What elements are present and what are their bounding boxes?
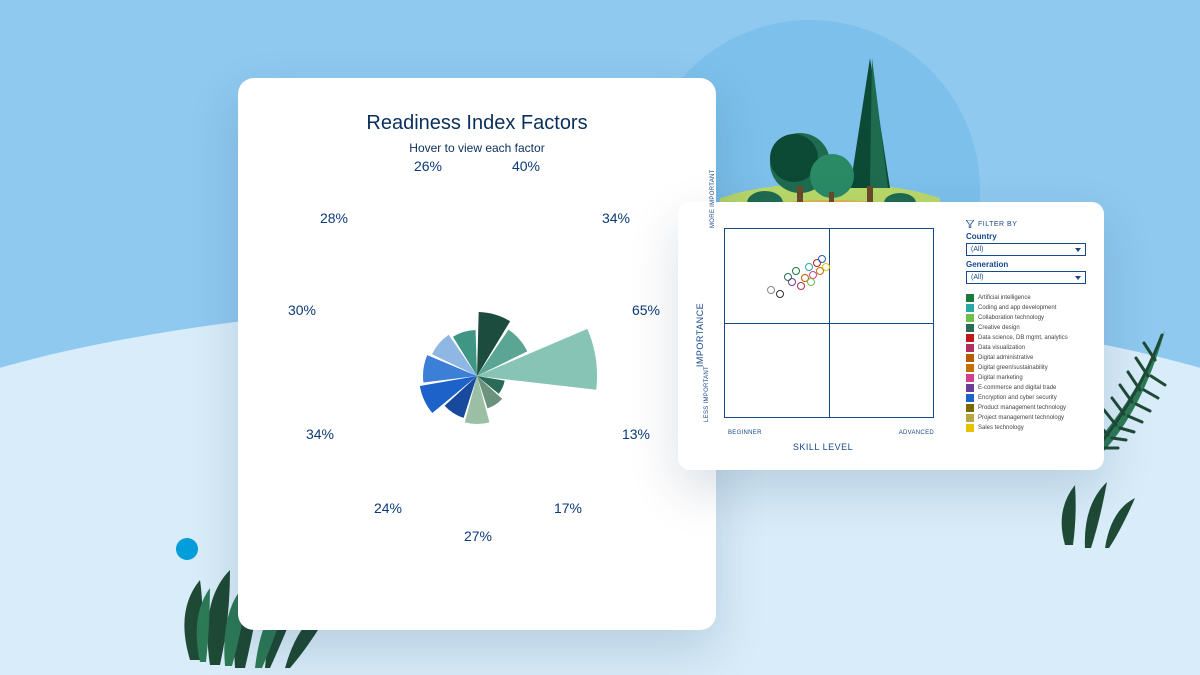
legend-swatch	[966, 414, 974, 422]
quadrant-chart[interactable]: IMPORTANCE MORE IMPORTANT LESS IMPORTANT…	[698, 220, 948, 450]
legend-swatch	[966, 334, 974, 342]
legend-label: Collaboration technology	[978, 315, 1044, 321]
country-label: Country	[966, 232, 1086, 241]
filter-header: FILTER BY	[966, 220, 1086, 228]
filter-icon	[966, 220, 974, 228]
legend-label: Creative design	[978, 325, 1020, 331]
pct-label: 34%	[602, 210, 630, 226]
y-axis-label: IMPORTANCE	[695, 303, 705, 367]
country-select[interactable]: (All)	[966, 243, 1086, 256]
scatter-point[interactable]	[805, 263, 813, 271]
legend-item[interactable]: Collaboration technology	[966, 314, 1086, 322]
filters-panel: FILTER BY Country (All) Generation (All)…	[966, 220, 1086, 434]
readiness-card: Readiness Index Factors Hover to view ea…	[238, 78, 716, 630]
legend-item[interactable]: Digital administrative	[966, 354, 1086, 362]
legend-swatch	[966, 344, 974, 352]
legend-item[interactable]: Encryption and cyber security	[966, 394, 1086, 402]
plant-bottom-right	[1045, 470, 1145, 550]
pct-label: 26%	[414, 158, 442, 174]
legend-swatch	[966, 404, 974, 412]
legend-item[interactable]: Digital marketing	[966, 374, 1086, 382]
legend-swatch	[966, 394, 974, 402]
legend-item[interactable]: Creative design	[966, 324, 1086, 332]
legend-item[interactable]: Data science, DB mgmt, analytics	[966, 334, 1086, 342]
scatter-point[interactable]	[797, 282, 805, 290]
legend-label: Digital administrative	[978, 355, 1033, 361]
legend-label: Data visualization	[978, 345, 1025, 351]
legend-item[interactable]: Coding and app development	[966, 304, 1086, 312]
rose-chart[interactable]	[327, 226, 627, 526]
legend-item[interactable]: Artificial intelligence	[966, 294, 1086, 302]
scatter-point[interactable]	[792, 267, 800, 275]
legend-swatch	[966, 424, 974, 432]
legend-item[interactable]: Product management technology	[966, 404, 1086, 412]
pct-label: 65%	[632, 302, 660, 318]
quadrant-box	[724, 228, 934, 418]
legend-label: Digital marketing	[978, 375, 1023, 381]
legend-item[interactable]: Data visualization	[966, 344, 1086, 352]
legend-item[interactable]: Project management technology	[966, 414, 1086, 422]
stage: Readiness Index Factors Hover to view ea…	[0, 0, 1200, 675]
legend-label: Product management technology	[978, 405, 1066, 411]
legend-label: Project management technology	[978, 415, 1064, 421]
x-axis-label: SKILL LEVEL	[793, 442, 853, 452]
legend-swatch	[966, 354, 974, 362]
pct-label: 28%	[320, 210, 348, 226]
chart-title: Readiness Index Factors	[238, 112, 716, 135]
generation-select[interactable]: (All)	[966, 271, 1086, 284]
legend-swatch	[966, 304, 974, 312]
legend-label: Digital green/sustainability	[978, 365, 1048, 371]
legend-label: Encryption and cyber security	[978, 395, 1057, 401]
legend-item[interactable]: Sales technology	[966, 424, 1086, 432]
legend-label: Sales technology	[978, 425, 1024, 431]
scatter-point[interactable]	[816, 267, 824, 275]
pct-label: 24%	[374, 500, 402, 516]
legend-item[interactable]: Digital green/sustainability	[966, 364, 1086, 372]
quadrant-card: IMPORTANCE MORE IMPORTANT LESS IMPORTANT…	[678, 202, 1104, 470]
pct-label: 40%	[512, 158, 540, 174]
chevron-down-icon	[1075, 276, 1081, 280]
scatter-point[interactable]	[767, 286, 775, 294]
legend-swatch	[966, 384, 974, 392]
legend-swatch	[966, 374, 974, 382]
chart-subtitle: Hover to view each factor	[238, 141, 716, 155]
pct-label: 30%	[288, 302, 316, 318]
chevron-down-icon	[1075, 248, 1081, 252]
pct-label: 17%	[554, 500, 582, 516]
scatter-point[interactable]	[784, 273, 792, 281]
y-axis-top: MORE IMPORTANT	[710, 169, 716, 228]
scatter-point[interactable]	[776, 290, 784, 298]
x-axis-left: BEGINNER	[728, 430, 762, 436]
pct-label: 27%	[464, 528, 492, 544]
legend-label: E-commerce and digital trade	[978, 385, 1056, 391]
y-axis-bottom: LESS IMPORTANT	[704, 366, 710, 422]
x-axis-right: ADVANCED	[899, 430, 934, 436]
legend-swatch	[966, 294, 974, 302]
legend-label: Artificial intelligence	[978, 295, 1031, 301]
pct-label: 34%	[306, 426, 334, 442]
legend: Artificial intelligence Coding and app de…	[966, 294, 1086, 432]
scatter-point[interactable]	[807, 278, 815, 286]
legend-swatch	[966, 364, 974, 372]
legend-label: Coding and app development	[978, 305, 1056, 311]
legend-swatch	[966, 314, 974, 322]
legend-swatch	[966, 324, 974, 332]
pct-label: 13%	[622, 426, 650, 442]
generation-label: Generation	[966, 260, 1086, 269]
legend-item[interactable]: E-commerce and digital trade	[966, 384, 1086, 392]
accent-dot	[176, 538, 198, 560]
legend-label: Data science, DB mgmt, analytics	[978, 335, 1068, 341]
